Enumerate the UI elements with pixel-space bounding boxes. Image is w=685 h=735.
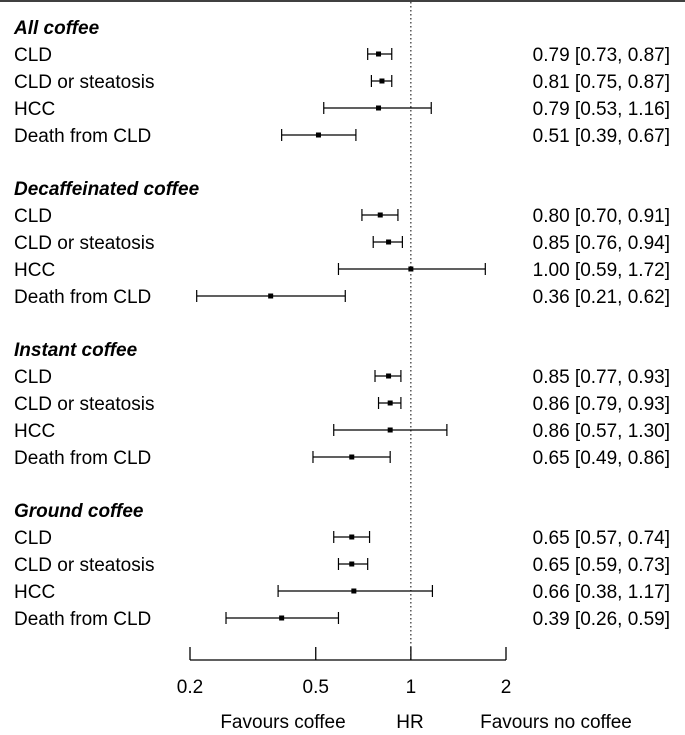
table-row: Death from CLD 0.39 [0.26, 0.59] <box>14 609 670 630</box>
footer-right: Favours no coffee <box>480 712 632 733</box>
table-row: HCC 0.79 [0.53, 1.16] <box>14 99 670 120</box>
point-estimate <box>279 615 285 621</box>
table-row: CLD or steatosis 0.81 [0.75, 0.87] <box>14 72 670 93</box>
table-row: HCC 0.66 [0.38, 1.17] <box>14 582 670 603</box>
group-2: Decaffeinated coffee CLD 0.80 [0.70, 0.91]… <box>14 179 670 308</box>
hr-ci-value: 0.85 [0.76, 0.94] <box>533 233 670 254</box>
hr-ci-value: 0.65 [0.49, 0.86] <box>533 448 670 469</box>
table-row: CLD or steatosis 0.85 [0.76, 0.94] <box>14 233 670 254</box>
table-row: HCC 1.00 [0.59, 1.72] <box>14 260 670 281</box>
table-row: HCC 0.86 [0.57, 1.30] <box>14 421 670 442</box>
hr-ci-value: 0.36 [0.21, 0.62] <box>533 287 670 308</box>
hr-ci-value: 0.80 [0.70, 0.91] <box>533 206 670 227</box>
outcome-label: CLD or steatosis <box>14 555 154 576</box>
hr-ci-value: 0.86 [0.79, 0.93] <box>533 394 670 415</box>
hr-ci-value: 0.79 [0.53, 1.16] <box>533 99 670 120</box>
group-1: All coffee CLD 0.79 [0.73, 0.87] CLD or ste… <box>13 18 670 147</box>
table-row: CLD 0.65 [0.57, 0.74] <box>14 528 670 549</box>
x-tick-label: 2 <box>501 677 512 698</box>
outcome-label: Death from CLD <box>14 287 151 308</box>
point-estimate <box>349 561 355 567</box>
hr-ci-value: 0.79 [0.73, 0.87] <box>533 45 670 66</box>
outcome-label: Death from CLD <box>14 448 151 469</box>
group-3: Instant coffee CLD 0.85 [0.77, 0.93] CLD or… <box>14 340 670 469</box>
point-estimate <box>376 51 382 57</box>
table-row: CLD 0.79 [0.73, 0.87] <box>14 45 670 66</box>
point-estimate <box>268 293 274 299</box>
footer-center: HR <box>396 712 423 733</box>
forest-rows: All coffee CLD 0.79 [0.73, 0.87] CLD or ste… <box>13 18 670 630</box>
outcome-label: CLD or steatosis <box>14 72 154 93</box>
point-estimate <box>386 373 392 379</box>
group-title: All coffee <box>13 18 100 39</box>
hr-ci-value: 0.66 [0.38, 1.17] <box>533 582 670 603</box>
point-estimate <box>377 212 383 218</box>
x-tick-label: 0.2 <box>177 677 203 698</box>
x-tick-label: 0.5 <box>303 677 329 698</box>
table-row: Death from CLD 0.51 [0.39, 0.67] <box>14 126 670 147</box>
outcome-label: HCC <box>14 582 55 603</box>
hr-ci-value: 0.51 [0.39, 0.67] <box>533 126 670 147</box>
point-estimate <box>387 427 393 433</box>
outcome-label: HCC <box>14 99 55 120</box>
hr-ci-value: 0.39 [0.26, 0.59] <box>533 609 670 630</box>
hr-ci-value: 1.00 [0.59, 1.72] <box>533 260 670 281</box>
outcome-label: CLD or steatosis <box>14 233 154 254</box>
hr-ci-value: 0.81 [0.75, 0.87] <box>533 72 670 93</box>
group-title: Decaffeinated coffee <box>14 179 200 200</box>
x-axis: 0.2 0.5 1 2 <box>177 647 512 698</box>
outcome-label: CLD <box>14 206 52 227</box>
point-estimate <box>351 588 357 594</box>
table-row: CLD or steatosis 0.65 [0.59, 0.73] <box>14 555 670 576</box>
table-row: Death from CLD 0.36 [0.21, 0.62] <box>14 287 670 308</box>
point-estimate <box>376 105 382 111</box>
outcome-label: CLD <box>14 528 52 549</box>
hr-ci-value: 0.65 [0.59, 0.73] <box>533 555 670 576</box>
point-estimate <box>349 534 355 540</box>
table-row: CLD 0.85 [0.77, 0.93] <box>14 367 670 388</box>
outcome-label: Death from CLD <box>14 609 151 630</box>
x-tick-label: 1 <box>406 677 417 698</box>
group-4: Ground coffee CLD 0.65 [0.57, 0.74] CLD or … <box>14 501 670 630</box>
point-estimate <box>315 132 321 138</box>
outcome-label: CLD or steatosis <box>14 394 154 415</box>
point-estimate <box>386 239 392 245</box>
outcome-label: Death from CLD <box>14 126 151 147</box>
group-title: Instant coffee <box>14 340 138 361</box>
point-estimate <box>408 266 414 272</box>
table-row: CLD or steatosis 0.86 [0.79, 0.93] <box>14 394 670 415</box>
hr-ci-value: 0.65 [0.57, 0.74] <box>533 528 670 549</box>
outcome-label: CLD <box>14 367 52 388</box>
outcome-label: HCC <box>14 421 55 442</box>
table-row: CLD 0.80 [0.70, 0.91] <box>14 206 670 227</box>
outcome-label: CLD <box>14 45 52 66</box>
footer-left: Favours coffee <box>220 712 345 733</box>
table-row: Death from CLD 0.65 [0.49, 0.86] <box>14 448 670 469</box>
outcome-label: HCC <box>14 260 55 281</box>
hr-ci-value: 0.85 [0.77, 0.93] <box>533 367 670 388</box>
point-estimate <box>349 454 355 460</box>
hr-ci-value: 0.86 [0.57, 1.30] <box>533 421 670 442</box>
point-estimate <box>387 400 393 406</box>
group-title: Ground coffee <box>14 501 144 522</box>
point-estimate <box>379 78 385 84</box>
